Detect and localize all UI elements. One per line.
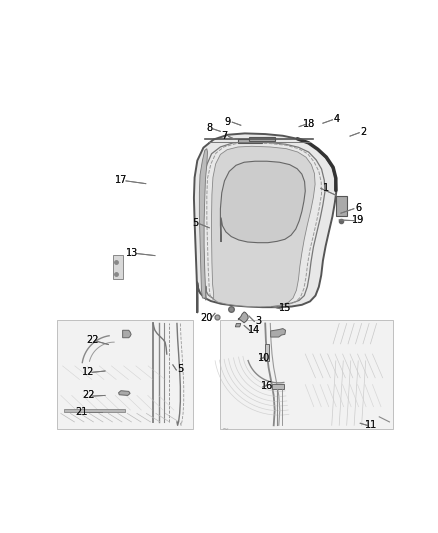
Text: 5: 5 — [192, 219, 199, 228]
Text: 9: 9 — [225, 117, 231, 126]
Text: 15: 15 — [279, 303, 292, 313]
Text: 15: 15 — [279, 303, 292, 313]
Polygon shape — [220, 161, 305, 243]
Text: 16: 16 — [261, 381, 273, 391]
Text: 8: 8 — [206, 123, 212, 133]
Polygon shape — [194, 133, 336, 312]
Text: 6: 6 — [356, 203, 362, 213]
Text: ~: ~ — [221, 425, 228, 434]
Text: 7: 7 — [221, 131, 228, 141]
Polygon shape — [238, 312, 248, 323]
Text: 19: 19 — [353, 215, 365, 225]
FancyBboxPatch shape — [336, 196, 346, 215]
Text: 21: 21 — [75, 407, 88, 417]
FancyBboxPatch shape — [272, 384, 284, 389]
Text: 3: 3 — [255, 316, 261, 326]
Text: 10: 10 — [258, 353, 271, 363]
Text: 12: 12 — [82, 367, 94, 377]
Text: 21: 21 — [75, 407, 88, 417]
Text: 11: 11 — [365, 419, 377, 430]
Text: 19: 19 — [353, 215, 365, 225]
Text: 1: 1 — [322, 183, 328, 193]
Text: 18: 18 — [303, 119, 315, 129]
FancyBboxPatch shape — [220, 320, 393, 429]
Text: 6: 6 — [356, 203, 362, 213]
Text: 13: 13 — [126, 248, 138, 258]
Polygon shape — [123, 330, 131, 338]
Text: 14: 14 — [248, 325, 261, 335]
Text: 14: 14 — [248, 325, 261, 335]
Text: 5: 5 — [177, 364, 184, 374]
Text: 1: 1 — [322, 183, 328, 193]
Polygon shape — [271, 328, 286, 337]
Text: 13: 13 — [126, 248, 138, 258]
Text: 4: 4 — [333, 114, 339, 124]
Text: 20: 20 — [201, 313, 213, 322]
Polygon shape — [212, 146, 315, 307]
Text: 17: 17 — [115, 175, 127, 185]
Text: 12: 12 — [82, 367, 94, 377]
Text: 18: 18 — [303, 119, 315, 129]
Text: 22: 22 — [82, 391, 94, 400]
FancyBboxPatch shape — [113, 255, 123, 279]
Text: 3: 3 — [255, 316, 261, 326]
Polygon shape — [119, 391, 130, 395]
Text: 4: 4 — [333, 114, 339, 124]
Text: 20: 20 — [201, 313, 213, 322]
FancyBboxPatch shape — [238, 140, 262, 143]
Text: 7: 7 — [221, 131, 228, 141]
Text: 2: 2 — [360, 127, 367, 136]
Text: 22: 22 — [82, 391, 94, 400]
Text: 16: 16 — [261, 381, 273, 391]
Text: 17: 17 — [115, 175, 127, 185]
Text: 8: 8 — [206, 123, 212, 133]
Text: 22: 22 — [86, 335, 99, 345]
Text: 11: 11 — [365, 419, 377, 430]
Text: 5: 5 — [192, 219, 199, 228]
Text: 22: 22 — [86, 335, 99, 345]
FancyBboxPatch shape — [265, 344, 269, 361]
FancyBboxPatch shape — [57, 320, 193, 429]
Text: 9: 9 — [225, 117, 231, 126]
Text: 2: 2 — [360, 127, 367, 136]
FancyBboxPatch shape — [249, 137, 276, 141]
Polygon shape — [64, 409, 125, 413]
Polygon shape — [235, 324, 241, 327]
Text: 5: 5 — [177, 364, 184, 374]
Polygon shape — [199, 149, 208, 298]
Text: 10: 10 — [258, 353, 271, 363]
